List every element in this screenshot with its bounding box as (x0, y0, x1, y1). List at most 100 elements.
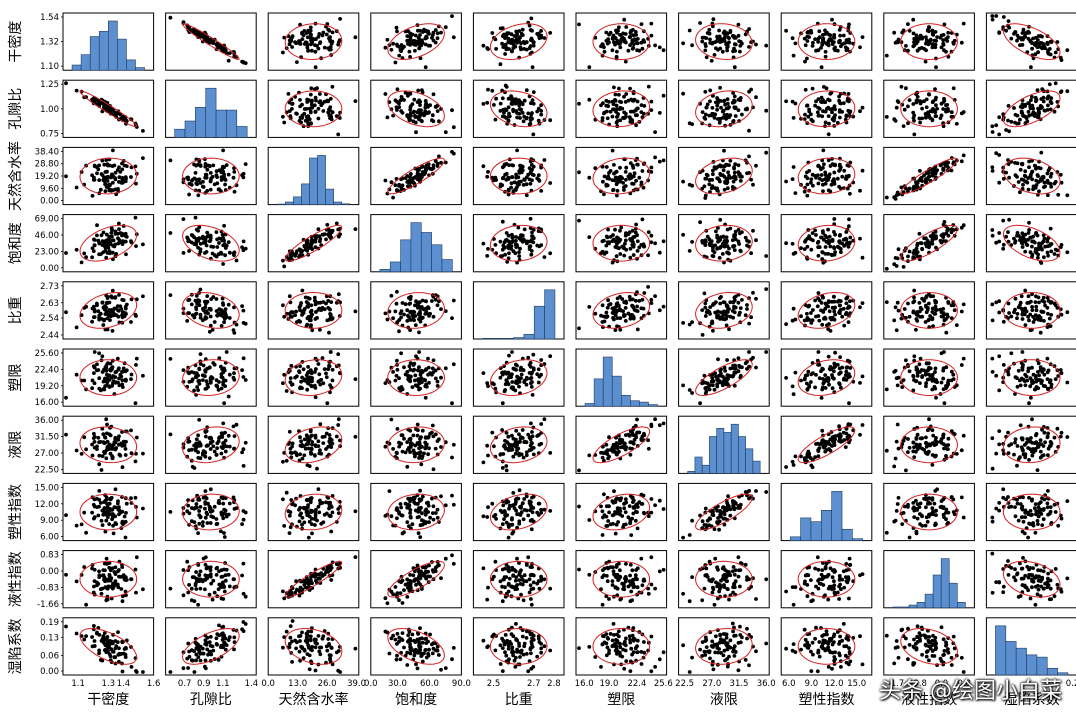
scatter-point (954, 121, 959, 126)
scatter-point (417, 365, 421, 370)
panel-饱和度-干密度 (62, 214, 155, 273)
scatter-point (1026, 36, 1031, 41)
scatter-point (813, 385, 817, 390)
scatter-point (187, 192, 192, 197)
scatter-point (714, 229, 718, 234)
scatter-point (528, 171, 533, 175)
scatter-point (722, 164, 727, 169)
scatter-point (431, 30, 436, 35)
scatter-point (1015, 33, 1020, 38)
scatter-point (500, 176, 505, 181)
scatter-point (426, 372, 430, 377)
scatter-point (613, 227, 617, 232)
scatter-point (997, 180, 1002, 185)
scatter-point (500, 401, 505, 406)
scatter-point (316, 379, 321, 384)
scatter-point (113, 232, 118, 236)
scatter-point (223, 253, 228, 258)
scatter-point (113, 170, 118, 175)
scatter-point (838, 115, 842, 120)
scatter-point (727, 327, 731, 332)
scatter-point (623, 238, 628, 243)
scatter-point (838, 303, 842, 308)
scatter-point (397, 376, 401, 381)
scatter-point (627, 35, 632, 39)
scatter-point (914, 327, 918, 332)
scatter-point (802, 377, 807, 382)
scatter-point (838, 355, 842, 359)
scatter-point (415, 110, 420, 114)
scatter-point (745, 303, 749, 307)
scatter-point (649, 233, 654, 238)
scatter-point (408, 37, 413, 42)
scatter-point (823, 170, 828, 175)
scatter-point (911, 116, 916, 120)
scatter-point (901, 265, 906, 269)
scatter-point (1065, 310, 1070, 315)
scatter-point (1058, 55, 1063, 60)
scatter-point (835, 176, 840, 181)
scatter-point (838, 233, 842, 237)
scatter-point (314, 98, 318, 103)
scatter-point (287, 294, 292, 299)
scatter-point (587, 97, 592, 102)
scatter-point (810, 231, 815, 236)
scatter-point (632, 171, 637, 176)
scatter-point (1036, 50, 1040, 55)
scatter-point (330, 228, 335, 233)
scatter-point (917, 301, 922, 305)
scatter-point (502, 110, 506, 115)
scatter-point (607, 171, 611, 175)
scatter-point (601, 249, 605, 254)
panel-干密度-干密度 (62, 12, 155, 71)
scatter-point (997, 153, 1002, 157)
scatter-point (623, 100, 628, 104)
scatter-point (711, 328, 715, 333)
scatter-point (951, 115, 956, 119)
scatter-point (383, 178, 388, 183)
scatter-point (630, 40, 634, 45)
scatter-point (618, 316, 623, 320)
scatter-point (1036, 114, 1041, 118)
scatter-point (424, 34, 429, 39)
scatter-point (736, 22, 741, 27)
scatter-point (305, 100, 310, 104)
scatter-point (399, 351, 403, 356)
scatter-point (226, 58, 231, 63)
panel-天然含水率-孔隙比 (165, 146, 257, 206)
scatter-point (288, 39, 293, 44)
scatter-point (304, 40, 309, 45)
scatter-point (602, 49, 607, 54)
scatter-point (123, 231, 128, 236)
scatter-point (240, 368, 245, 372)
scatter-point (912, 299, 917, 304)
histogram-bar (620, 394, 631, 407)
scatter-point (930, 100, 935, 105)
scatter-point (502, 389, 507, 394)
scatter-point (601, 101, 605, 106)
panel-孔隙比-液性指数 (883, 79, 975, 138)
scatter-point (732, 98, 736, 103)
scatter-point (811, 40, 815, 45)
scatter-point (517, 171, 522, 175)
scatter-point (500, 34, 505, 38)
scatter-point (623, 306, 628, 310)
scatter-point (716, 309, 720, 314)
scatter-point (615, 296, 620, 301)
scatter-point (846, 108, 851, 113)
scatter-point (844, 40, 849, 45)
scatter-point (217, 187, 221, 192)
scatter-point (604, 182, 609, 187)
scatter-point (397, 184, 401, 188)
scatter-point (129, 377, 133, 381)
scatter-point (946, 380, 950, 385)
scatter-point (530, 65, 535, 70)
scatter-point (422, 172, 426, 177)
scatter-point (537, 36, 542, 40)
scatter-point (439, 30, 443, 35)
scatter-point (527, 122, 532, 127)
scatter-point (722, 39, 727, 43)
scatter-point (302, 244, 307, 248)
scatter-point (700, 39, 705, 44)
scatter-point (117, 175, 122, 180)
